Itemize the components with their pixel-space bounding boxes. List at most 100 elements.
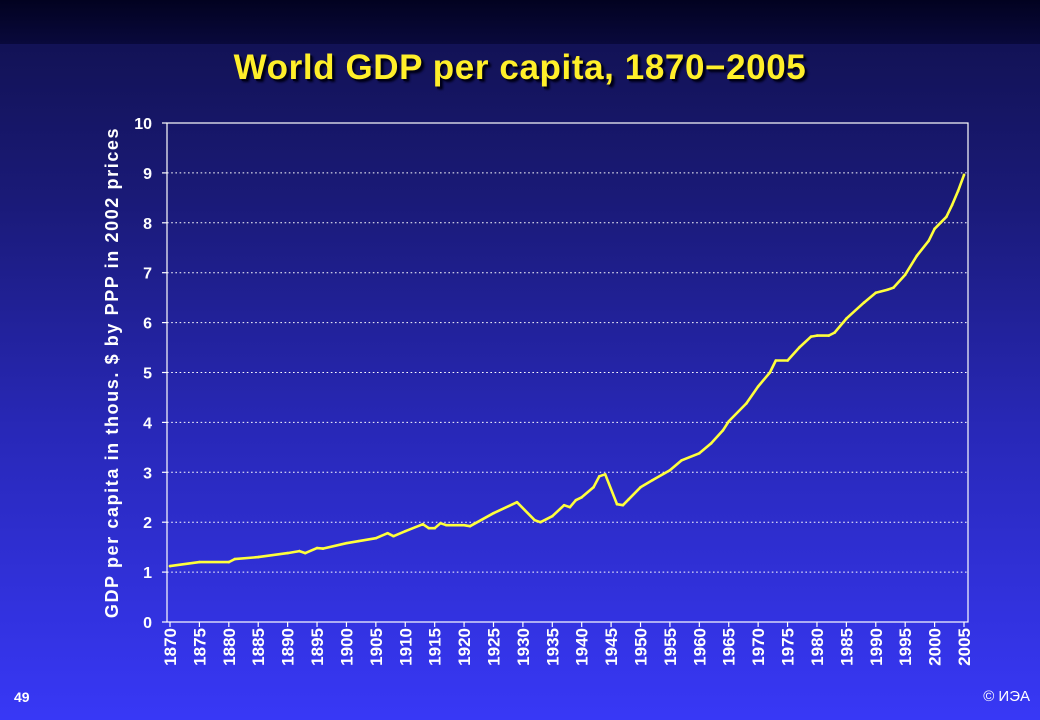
x-tick-label: 1880 <box>220 628 239 666</box>
data-point <box>568 505 572 509</box>
data-point <box>768 371 772 374</box>
data-point <box>668 469 672 472</box>
y-tick-label: 6 <box>143 316 152 333</box>
y-tick-label: 4 <box>143 415 152 432</box>
data-point <box>786 359 789 362</box>
data-point <box>392 534 395 538</box>
data-point <box>198 560 201 564</box>
x-tick-label: 1875 <box>190 628 209 666</box>
data-point <box>427 526 431 530</box>
x-tick-label: 1920 <box>455 628 474 666</box>
data-point <box>950 203 954 207</box>
data-point <box>615 502 619 506</box>
x-tick-label: 2000 <box>926 628 945 666</box>
y-tick-label: 9 <box>143 166 152 183</box>
data-point <box>580 496 583 499</box>
data-point <box>345 541 348 545</box>
x-tick-label: 2005 <box>955 628 974 666</box>
y-tick-label: 0 <box>143 615 152 632</box>
data-point <box>798 346 801 349</box>
data-point <box>756 385 760 388</box>
y-tick-label: 1 <box>143 565 152 582</box>
data-point <box>721 429 725 432</box>
data-point <box>962 173 966 177</box>
data-point <box>321 547 325 550</box>
data-point <box>562 503 566 507</box>
y-tick-label: 5 <box>143 366 152 383</box>
data-point <box>651 479 654 482</box>
x-tick-label: 1925 <box>484 628 503 666</box>
data-point <box>598 475 601 478</box>
x-tick-label: 1915 <box>426 628 445 666</box>
x-tick-label: 1965 <box>720 628 739 666</box>
top-band <box>0 0 1040 44</box>
data-point <box>727 420 730 423</box>
data-point <box>621 503 625 507</box>
x-tick-label: 1970 <box>749 628 768 666</box>
x-tick-label: 1940 <box>573 628 592 666</box>
x-tick-label: 1905 <box>367 628 386 666</box>
data-point <box>745 402 748 405</box>
y-axis-label: GDP per capita in thous. $ by PPP in 200… <box>102 127 122 618</box>
data-point <box>515 500 519 504</box>
data-point <box>680 459 683 462</box>
y-tick-label: 10 <box>134 116 152 133</box>
data-point <box>433 526 437 530</box>
data-point <box>233 557 236 561</box>
data-point <box>874 291 878 295</box>
data-point <box>827 334 830 337</box>
data-point <box>445 523 448 527</box>
data-point <box>933 227 936 231</box>
data-point <box>709 442 713 445</box>
data-point <box>892 286 895 290</box>
data-point <box>809 335 813 338</box>
data-point <box>815 334 819 337</box>
x-tick-label: 1990 <box>867 628 886 666</box>
y-tick-label: 3 <box>143 465 152 482</box>
x-tick-label: 1895 <box>308 628 327 666</box>
data-point <box>315 546 319 550</box>
x-tick-label: 1955 <box>661 628 680 666</box>
data-point <box>168 564 172 568</box>
data-point <box>833 331 836 334</box>
data-point <box>886 288 889 292</box>
x-tick-label: 1945 <box>602 628 621 666</box>
data-point <box>862 301 866 304</box>
x-tick-label: 1885 <box>249 628 268 666</box>
data-point <box>386 531 389 535</box>
data-point <box>468 524 472 528</box>
data-point <box>639 486 642 489</box>
x-tick-label: 1960 <box>690 628 709 666</box>
data-point <box>551 514 554 518</box>
chart-title: World GDP per capita, 1870−2005 <box>233 48 807 87</box>
data-point <box>603 473 607 476</box>
x-tick-label: 1975 <box>779 628 798 666</box>
data-point <box>592 486 595 489</box>
data-point <box>539 520 542 524</box>
data-point <box>421 522 425 526</box>
data-point <box>903 273 907 277</box>
data-point <box>845 317 848 320</box>
copyright-notice: © ИЭА <box>983 688 1030 705</box>
x-tick-label: 1980 <box>808 628 827 666</box>
data-point <box>956 189 960 193</box>
x-tick-label: 1870 <box>161 628 180 666</box>
data-point <box>286 551 289 555</box>
x-tick-label: 1910 <box>396 628 415 666</box>
x-tick-label: 1995 <box>896 628 915 666</box>
y-tick-label: 7 <box>143 266 152 283</box>
data-point <box>927 239 930 243</box>
data-point <box>404 529 407 533</box>
slide-number: 49 <box>14 689 30 705</box>
y-tick-label: 8 <box>143 216 152 233</box>
data-point <box>627 497 631 501</box>
data-point <box>304 551 307 555</box>
data-point <box>374 536 378 540</box>
data-point <box>945 215 948 219</box>
series-line <box>168 173 966 568</box>
data-point <box>915 254 919 257</box>
data-point <box>356 539 360 543</box>
x-tick-label: 1935 <box>543 628 562 666</box>
